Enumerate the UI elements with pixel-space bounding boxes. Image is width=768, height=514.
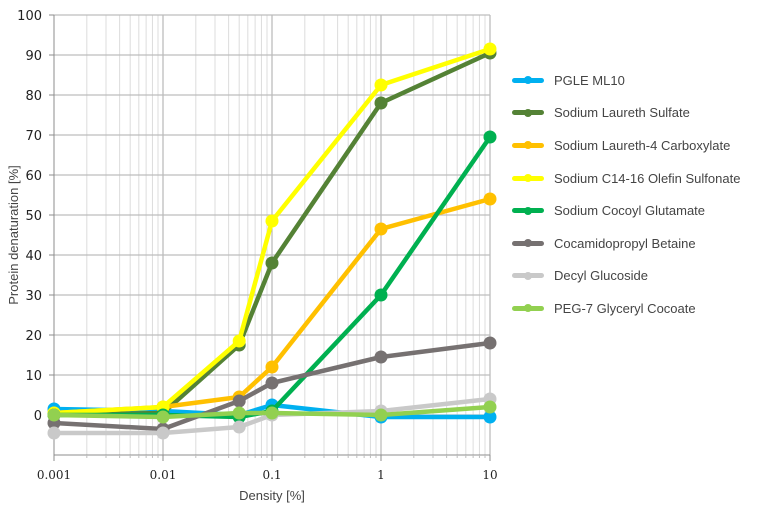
series-line xyxy=(51,340,493,432)
data-point xyxy=(156,426,170,440)
legend-label: Sodium Laureth-4 Carboxylate xyxy=(554,137,731,153)
y-axis-title: Protein denaturation [%] xyxy=(6,165,21,304)
data-point xyxy=(232,420,246,434)
data-point xyxy=(265,406,279,420)
legend-label: Sodium Cocoyl Glutamate xyxy=(554,203,706,219)
data-point xyxy=(483,42,497,56)
legend-line-marker-icon xyxy=(512,239,544,248)
series-cocamidopropyl-betaine xyxy=(47,336,497,436)
y-tick-label: 40 xyxy=(25,249,42,264)
data-point xyxy=(232,334,246,348)
series-line xyxy=(51,396,493,436)
y-tick-label: 50 xyxy=(25,209,42,224)
data-point xyxy=(483,192,497,206)
data-point xyxy=(374,222,388,236)
legend-line-marker-icon xyxy=(512,174,544,183)
series-sodium-c14-16-olefin-sulfonate xyxy=(47,42,497,420)
legend-item: PEG-7 Glyceryl Cocoate xyxy=(512,292,740,325)
series-line xyxy=(51,402,493,420)
y-tick-label: 90 xyxy=(25,49,42,64)
x-tick-label: 1 xyxy=(377,468,385,482)
y-tick-label: 100 xyxy=(17,9,42,24)
legend-line-marker-icon xyxy=(512,108,544,117)
legend-item: Cocamidopropyl Betaine xyxy=(512,227,740,260)
y-tick-label: 70 xyxy=(25,129,42,144)
data-point xyxy=(483,130,497,144)
series-lines xyxy=(47,42,497,440)
series-line xyxy=(51,404,493,420)
data-point xyxy=(374,408,388,422)
x-axis-title: Density [%] xyxy=(239,488,305,503)
data-point xyxy=(374,350,388,364)
x-tick-label: 10 xyxy=(482,468,497,482)
x-tick-label: 0.01 xyxy=(150,468,177,482)
data-point xyxy=(483,336,497,350)
data-point xyxy=(47,426,61,440)
legend-line-marker-icon xyxy=(512,304,544,313)
data-point xyxy=(374,288,388,302)
data-point xyxy=(374,78,388,92)
data-point xyxy=(232,406,246,420)
data-point xyxy=(265,256,279,270)
data-point xyxy=(232,394,246,408)
series-line xyxy=(51,46,493,416)
data-point xyxy=(47,408,61,422)
data-point xyxy=(483,400,497,414)
legend-line-marker-icon xyxy=(512,206,544,215)
legend-item: Sodium Cocoyl Glutamate xyxy=(512,194,740,227)
y-tick-label: 20 xyxy=(25,329,42,344)
legend-label: Sodium Laureth Sulfate xyxy=(554,105,690,121)
legend-item: Sodium C14-16 Olefin Sulfonate xyxy=(512,162,740,195)
data-point xyxy=(265,214,279,228)
legend-item: Sodium Laureth Sulfate xyxy=(512,97,740,130)
data-point xyxy=(265,376,279,390)
legend-label: Cocamidopropyl Betaine xyxy=(554,235,696,251)
y-tick-label: 60 xyxy=(25,169,42,184)
legend-line-marker-icon xyxy=(512,76,544,85)
legend-line-marker-icon xyxy=(512,141,544,150)
data-point xyxy=(265,360,279,374)
data-point xyxy=(483,410,497,424)
legend: PGLE ML10 Sodium Laureth Sulfate Sodium La… xyxy=(512,64,740,325)
y-tick-label: 80 xyxy=(25,89,42,104)
legend-label: Sodium C14-16 Olefin Sulfonate xyxy=(554,170,741,186)
data-point xyxy=(156,410,170,424)
legend-item: PGLE ML10 xyxy=(512,64,740,97)
series-peg-7-glyceryl-cocoate xyxy=(47,400,497,424)
legend-item: Sodium Laureth-4 Carboxylate xyxy=(512,129,740,162)
x-tick-label: 0.001 xyxy=(37,468,71,482)
legend-label: Decyl Glucoside xyxy=(554,268,648,284)
legend-label: PEG-7 Glyceryl Cocoate xyxy=(554,300,696,316)
y-tick-label: 0 xyxy=(34,409,42,424)
legend-line-marker-icon xyxy=(512,271,544,280)
legend-label: PGLE ML10 xyxy=(554,72,625,88)
legend-item: Decyl Glucoside xyxy=(512,260,740,293)
y-tick-label: 10 xyxy=(25,369,42,384)
y-tick-label: 30 xyxy=(25,289,42,304)
data-point xyxy=(374,96,388,110)
x-tick-label: 0.1 xyxy=(262,468,281,482)
